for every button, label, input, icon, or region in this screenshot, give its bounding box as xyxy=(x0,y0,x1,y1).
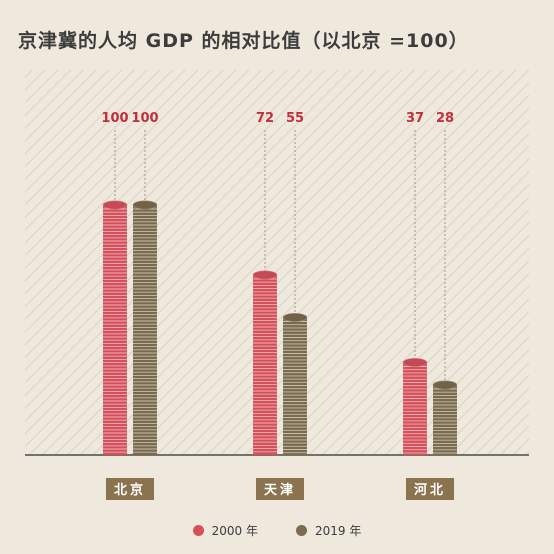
category-box xyxy=(106,478,154,500)
legend-label-2000: 2000 年 xyxy=(211,524,258,538)
category-box xyxy=(406,478,454,500)
bar xyxy=(103,205,127,455)
coin-top xyxy=(432,380,458,390)
legend-swatch-2019 xyxy=(296,525,307,536)
legend-item-2000: 2000 年 xyxy=(192,522,258,539)
coin-top xyxy=(402,357,428,367)
legend-label-2019: 2019 年 xyxy=(315,524,362,538)
value-label: 72 xyxy=(256,111,274,126)
category-label: 河北 xyxy=(414,482,446,498)
category-label: 北京 xyxy=(114,482,146,498)
coin-top xyxy=(102,200,128,210)
bar xyxy=(403,362,427,455)
value-label: 55 xyxy=(286,111,304,126)
bar xyxy=(133,205,157,455)
category-label: 天津 xyxy=(264,482,296,498)
chart-title: 京津冀的人均 GDP 的相对比值（以北京 =100） xyxy=(18,30,469,52)
legend: 2000 年 2019 年 xyxy=(0,522,554,539)
value-label: 28 xyxy=(436,111,454,126)
value-label: 37 xyxy=(406,111,424,126)
coin-top xyxy=(132,200,158,210)
value-label: 100 xyxy=(131,111,158,126)
legend-swatch-2000 xyxy=(192,525,204,536)
coin-top xyxy=(252,270,278,280)
coin-top xyxy=(282,312,308,322)
bar xyxy=(283,317,307,455)
category-box xyxy=(256,478,304,500)
legend-item-2019: 2019 年 xyxy=(296,522,361,539)
value-label: 100 xyxy=(101,111,128,126)
